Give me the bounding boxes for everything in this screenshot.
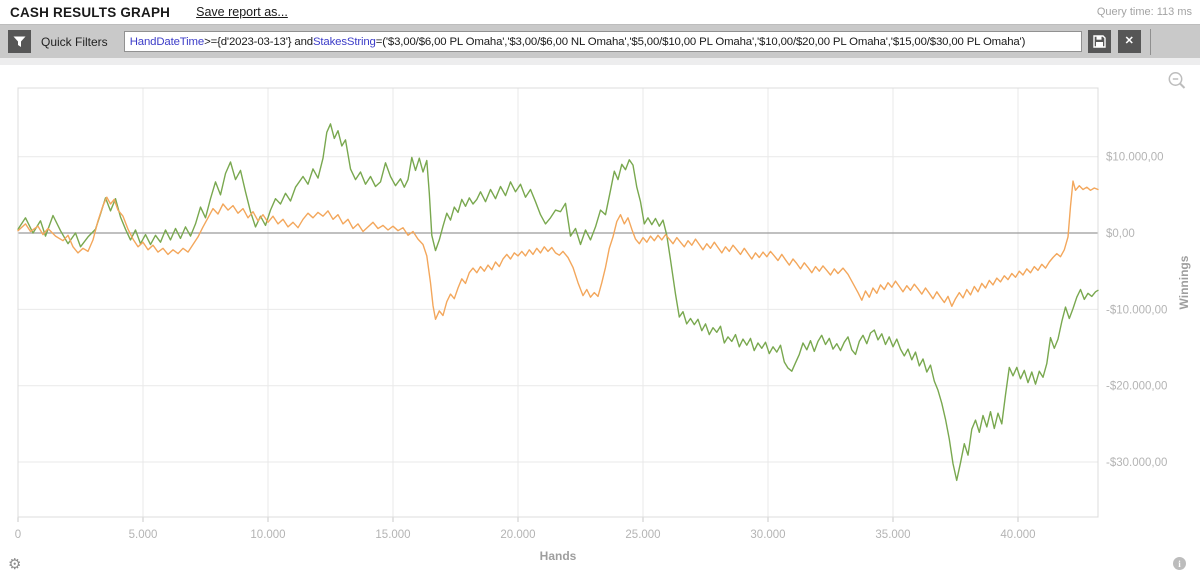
y-tick-label: -$30.000,00: [1106, 457, 1167, 469]
query-keyword: HandDateTime: [129, 35, 205, 48]
x-tick-label: 30.000: [750, 529, 785, 541]
x-tick-label: 40.000: [1000, 529, 1035, 541]
title-bar: CASH RESULTS GRAPH Save report as... Que…: [0, 0, 1200, 24]
x-tick-label: 10.000: [250, 529, 285, 541]
panel-top-strip: [0, 58, 1200, 65]
chart-panel: 0 5.000 10.000 15.000 20.000 25.000 30.000 35.0…: [0, 58, 1200, 578]
save-filter-button[interactable]: [1087, 30, 1111, 53]
save-report-link[interactable]: Save report as...: [196, 5, 288, 19]
query-keyword: StakesString: [312, 35, 376, 48]
page-title: CASH RESULTS GRAPH: [10, 4, 171, 20]
y-tick-label: $10.000,00: [1106, 152, 1164, 164]
x-tick-label: 25.000: [625, 529, 660, 541]
x-axis-title: Hands: [540, 549, 577, 563]
zoom-out-icon[interactable]: [1166, 70, 1188, 92]
toolbar-divider: [1149, 28, 1151, 55]
x-tick-label: 15.000: [375, 529, 410, 541]
y-tick-label: $0,00: [1106, 228, 1135, 240]
plot-border: [17, 87, 1099, 518]
x-tick-label: 0: [15, 529, 21, 541]
y-axis-title: Winnings: [1177, 255, 1191, 309]
query-text: >={d'2023-03-13'} and: [204, 35, 313, 48]
filter-bar: Quick Filters HandDateTime >={d'2023-03-1…: [0, 24, 1200, 58]
x-tick-label: 35.000: [875, 529, 910, 541]
y-tick-label: -$20.000,00: [1106, 381, 1167, 393]
filter-query-input[interactable]: HandDateTime >={d'2023-03-13'} and Stakes…: [123, 31, 1082, 52]
quick-filters-label: Quick Filters: [41, 34, 108, 49]
series-line-orange: [17, 180, 1099, 320]
funnel-icon: [13, 36, 26, 48]
close-icon: ✕: [1124, 35, 1134, 47]
gear-icon[interactable]: ⚙: [8, 556, 22, 573]
x-tick-label: 20.000: [500, 529, 535, 541]
results-chart[interactable]: 0 5.000 10.000 15.000 20.000 25.000 30.000 35.0…: [0, 58, 1200, 578]
info-icon[interactable]: i: [1173, 557, 1186, 570]
y-tick-label: -$10.000,00: [1106, 304, 1167, 316]
series-line-green: [17, 123, 1099, 482]
floppy-disk-icon: [1092, 35, 1106, 48]
query-time-label: Query time: 113 ms: [1096, 6, 1192, 18]
quick-filters-button[interactable]: [8, 30, 31, 53]
close-filter-button[interactable]: ✕: [1117, 30, 1141, 53]
x-tick-label: 5.000: [129, 529, 158, 541]
query-text: =('$3,00/$6,00 PL Omaha','$3,00/$6,00 NL…: [375, 35, 1026, 48]
